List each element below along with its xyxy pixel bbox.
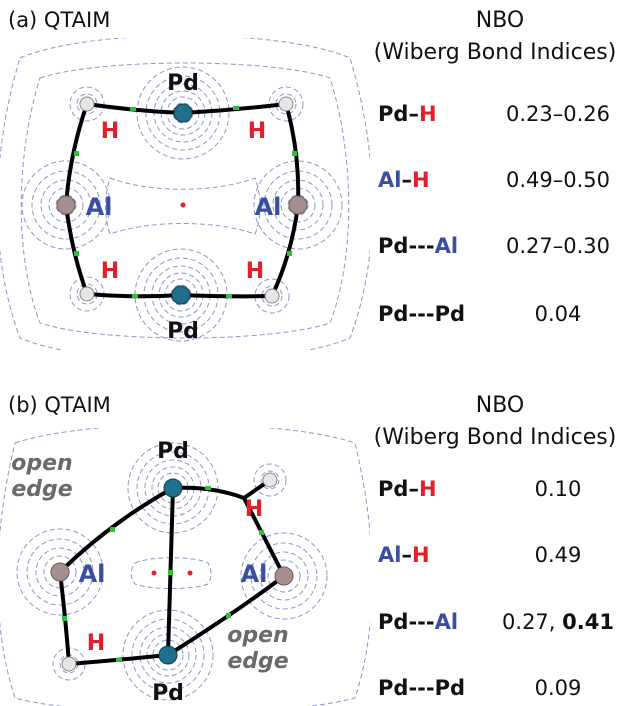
al-atom-sphere [274, 566, 294, 586]
h-atom-sphere [61, 656, 77, 672]
panel-a-ring-critical-point [180, 202, 186, 208]
panel-b-nbo-title: NBO [475, 393, 525, 418]
bond-separator: – [408, 477, 419, 501]
bond-value: 0.09 [534, 676, 582, 700]
h-label: H [87, 631, 105, 656]
al-label: Al [79, 560, 106, 588]
al-label: Al [86, 193, 113, 221]
panel-a-bond-row: Al–H 0.49–0.50 [378, 168, 628, 198]
al-atom-sphere [56, 195, 76, 215]
open-edge-label: edge [227, 649, 288, 674]
panel-a-title: (a) QTAIM [8, 8, 111, 32]
bond-value-plain: 0.27, [502, 610, 563, 634]
bond-atom-b: H [418, 477, 437, 501]
panel-b-nbo-subtitle: (Wiberg Bond Indices) [373, 425, 617, 450]
open-edge-label: edge [11, 477, 72, 502]
panel-b-bond-row: Pd---Pd 0.09 [378, 676, 628, 706]
h-atom-sphere [79, 96, 95, 112]
panel-b-bond-row: Al–H 0.49 [378, 543, 628, 573]
pd-label: Pd [157, 439, 189, 464]
panel-b-ring-critical-point [187, 570, 193, 576]
bond-value-bold: 0.41 [562, 610, 614, 634]
panel-b-bond-row: Pd–H 0.10 [378, 477, 628, 507]
bond-atom-b: H [411, 543, 430, 567]
bond-value: 0.04 [534, 302, 582, 326]
panel-b-bond-row: Pd---Al 0.27, 0.41 [378, 610, 628, 640]
bond-separator: – [401, 168, 412, 192]
pd-atom-sphere [163, 478, 183, 498]
h-label: H [245, 497, 263, 522]
bond-atom-a: Pd [378, 102, 409, 126]
bond-atom-b: H [411, 168, 430, 192]
bond-value: 0.10 [534, 477, 582, 501]
panel-b-contour-diagram: Pd Pd H H Al Al open edge open edge [0, 428, 370, 706]
pd-label: Pd [167, 319, 199, 344]
h-label: H [246, 259, 264, 284]
bond-value: 0.23–0.26 [505, 102, 610, 126]
pd-label: Pd [167, 71, 199, 96]
h-atom-sphere [262, 472, 278, 488]
bond-atom-a: Pd [378, 477, 409, 501]
bond-atom-b: Pd [434, 676, 466, 700]
panel-b-title: (b) QTAIM [8, 393, 111, 417]
bond-separator: --- [408, 234, 435, 258]
bond-atom-a: Pd [378, 610, 409, 634]
panel-a-bond-row: Pd–H 0.23–0.26 [378, 102, 628, 132]
panel-a-bond-critical-points [74, 106, 297, 298]
panel-a-contour-diagram: Pd Pd H H H H Al Al [0, 38, 370, 350]
open-edge-label: open [11, 451, 72, 476]
bond-atom-a: Pd [378, 302, 409, 326]
bond-atom-b: Al [434, 234, 459, 258]
al-atom-sphere [288, 195, 308, 215]
bond-separator: – [408, 102, 419, 126]
panel-a-bond-row: Pd---Pd 0.04 [378, 302, 628, 332]
pd-atom-sphere [171, 285, 191, 305]
bond-value: 0.49 [534, 543, 582, 567]
al-label: Al [255, 193, 282, 221]
bond-atom-a: Pd [378, 234, 409, 258]
bond-atom-a: Al [378, 543, 402, 567]
h-atom-sphere [278, 96, 294, 112]
bond-separator: --- [408, 610, 435, 634]
bond-atom-b: Al [434, 610, 459, 634]
bond-value: 0.49–0.50 [505, 168, 610, 192]
pd-atom-sphere [173, 103, 193, 123]
h-atom-sphere [264, 288, 280, 304]
bond-value: 0.27–0.30 [505, 234, 610, 258]
bond-separator: --- [408, 676, 435, 700]
bond-value: 0.27, 0.41 [498, 610, 618, 634]
bond-separator: --- [408, 302, 435, 326]
pd-label: Pd [152, 681, 184, 706]
bond-atom-b: H [418, 102, 437, 126]
al-label: Al [241, 560, 268, 588]
h-label: H [248, 119, 266, 144]
bond-atom-a: Al [378, 168, 402, 192]
panel-b-ring-critical-point [151, 570, 157, 576]
h-atom-sphere [79, 286, 95, 302]
al-atom-sphere [50, 562, 70, 582]
pd-atom-sphere [158, 645, 178, 665]
panel-a-nbo-subtitle: (Wiberg Bond Indices) [373, 40, 617, 65]
h-label: H [101, 259, 119, 284]
panel-b-bond-critical-points [62, 486, 264, 662]
panel-a-nbo-title: NBO [475, 8, 525, 33]
bond-separator: – [401, 543, 412, 567]
bond-atom-a: Pd [378, 676, 409, 700]
bond-atom-b: Pd [434, 302, 466, 326]
panel-a-bond-row: Pd---Al 0.27–0.30 [378, 234, 628, 264]
open-edge-label: open [227, 623, 288, 648]
h-label: H [101, 119, 119, 144]
